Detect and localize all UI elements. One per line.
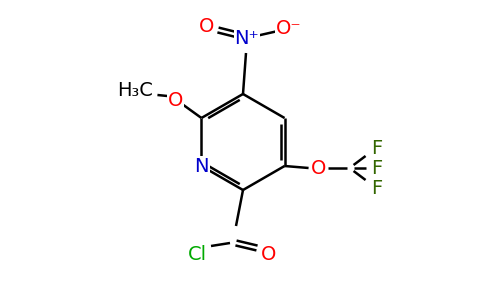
Text: O⁻: O⁻ <box>276 20 302 38</box>
Text: F: F <box>371 139 382 158</box>
Text: F: F <box>371 158 382 178</box>
Text: N: N <box>194 157 209 175</box>
Text: H₃C: H₃C <box>118 80 153 100</box>
Text: O: O <box>168 91 183 110</box>
Text: N⁺: N⁺ <box>235 29 259 49</box>
Text: O: O <box>199 17 215 37</box>
Text: O: O <box>311 158 326 178</box>
Text: O: O <box>261 244 277 263</box>
Text: Cl: Cl <box>187 244 207 263</box>
Text: F: F <box>371 178 382 197</box>
